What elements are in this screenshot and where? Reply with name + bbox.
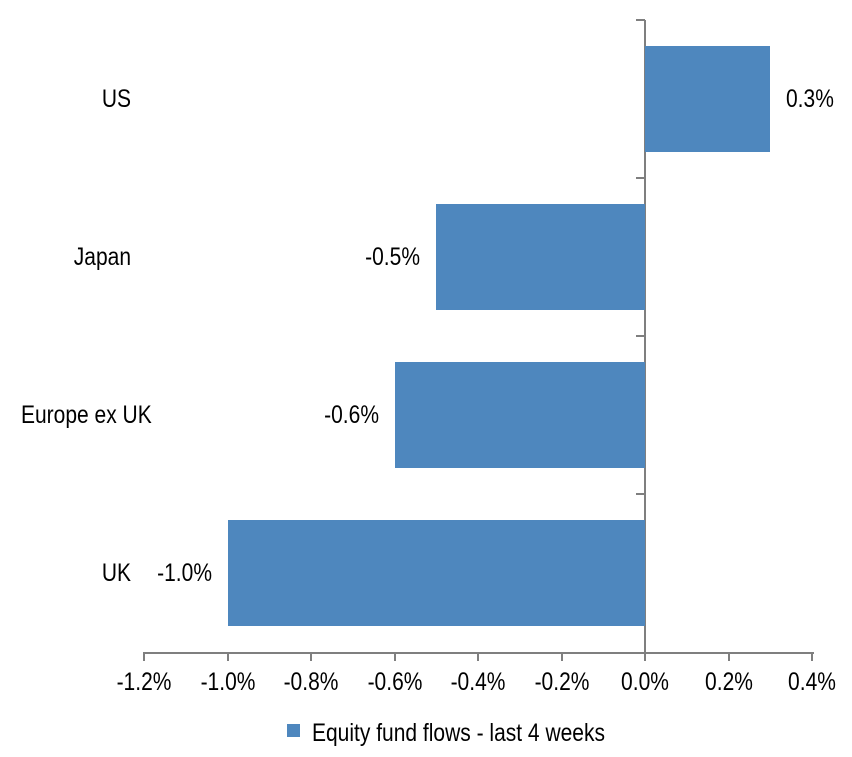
legend-swatch-icon bbox=[287, 724, 300, 737]
category-label-japan: Japan bbox=[73, 243, 131, 271]
x-axis-tick bbox=[393, 652, 396, 661]
category-axis-line bbox=[644, 20, 646, 654]
x-axis-tick-label: -1.0% bbox=[200, 668, 255, 696]
x-axis-tick bbox=[143, 652, 145, 661]
x-axis-tick bbox=[811, 652, 813, 661]
category-axis-tick bbox=[636, 493, 645, 495]
category-label-europe-ex-uk: Europe ex UK bbox=[20, 401, 152, 429]
category-axis-tick bbox=[636, 19, 645, 21]
x-axis-tick-label: 0.0% bbox=[621, 668, 669, 696]
data-label-us: 0.3% bbox=[786, 85, 835, 113]
category-axis-tick bbox=[636, 335, 645, 337]
x-axis-tick-label: 0.4% bbox=[788, 668, 836, 696]
legend-label: Equity fund flows - last 4 weeks bbox=[312, 719, 605, 747]
bar-uk bbox=[227, 520, 645, 626]
x-axis-tick-label: -0.6% bbox=[367, 668, 422, 696]
data-label-uk: -1.0% bbox=[156, 559, 212, 587]
x-axis-tick bbox=[560, 652, 563, 661]
x-axis-tick bbox=[727, 652, 730, 661]
x-axis-tick-label: -1.2% bbox=[116, 668, 172, 696]
x-axis-tick-label: -0.2% bbox=[534, 668, 589, 696]
category-axis-tick bbox=[636, 177, 645, 179]
x-axis-tick-label: -0.4% bbox=[450, 668, 506, 696]
bar-us bbox=[645, 46, 771, 152]
x-axis-line bbox=[144, 652, 814, 654]
data-label-europe-ex-uk: -0.6% bbox=[323, 401, 379, 429]
x-axis-tick bbox=[226, 652, 229, 661]
x-axis-tick bbox=[644, 652, 646, 661]
bar-japan bbox=[436, 204, 645, 310]
bar-europe-ex-uk bbox=[394, 362, 645, 468]
data-label-japan: -0.5% bbox=[365, 243, 421, 271]
x-axis-tick bbox=[310, 652, 312, 661]
x-axis-tick bbox=[477, 652, 479, 661]
category-label-us: US bbox=[101, 85, 131, 113]
x-axis-tick-label: -0.8% bbox=[283, 668, 339, 696]
x-axis-tick-label: 0.2% bbox=[704, 668, 753, 696]
category-label-uk: UK bbox=[101, 559, 131, 587]
